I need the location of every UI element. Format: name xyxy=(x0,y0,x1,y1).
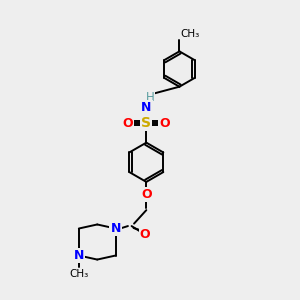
Text: S: S xyxy=(141,116,151,130)
Text: O: O xyxy=(141,188,152,201)
Text: CH₃: CH₃ xyxy=(69,269,88,279)
Text: N: N xyxy=(110,222,121,235)
Text: O: O xyxy=(123,116,133,130)
Text: N: N xyxy=(141,100,152,114)
Text: H: H xyxy=(146,91,154,104)
Text: O: O xyxy=(159,116,170,130)
Text: CH₃: CH₃ xyxy=(181,28,200,39)
Text: N: N xyxy=(110,222,121,235)
Text: N: N xyxy=(74,249,84,262)
Text: O: O xyxy=(140,228,150,241)
